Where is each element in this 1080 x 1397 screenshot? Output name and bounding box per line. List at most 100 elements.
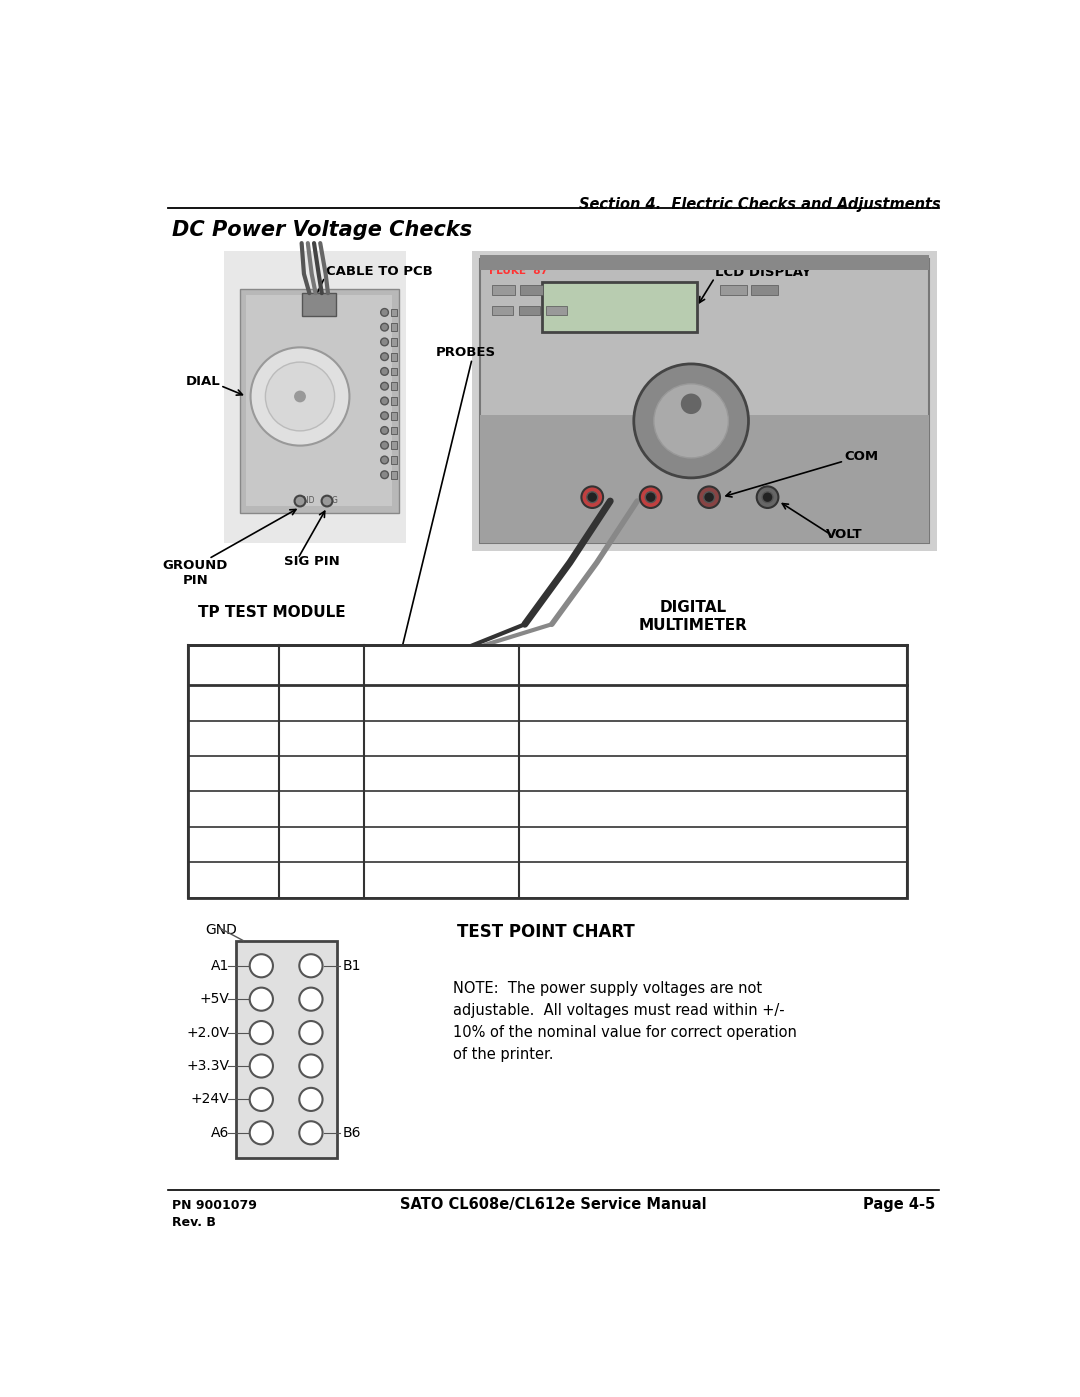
Text: LCD DISPLAY: LCD DISPLAY [715,265,811,279]
Text: Page 4-5: Page 4-5 [863,1197,935,1213]
Circle shape [322,496,333,507]
Circle shape [380,338,389,346]
Text: +2.0V: +2.0V [299,802,345,817]
Bar [480,254,930,270]
Circle shape [294,391,306,402]
Text: CHA4 (+2.0V) - CHA1 (GND): CHA4 (+2.0V) - CHA1 (GND) [610,802,816,817]
Circle shape [380,353,389,360]
Text: SIG: SIG [325,496,338,504]
Circle shape [680,394,702,414]
Text: NC: NC [311,731,333,746]
Text: 2: 2 [229,837,238,852]
Circle shape [634,363,748,478]
Text: TP TEST MODULE: TP TEST MODULE [639,658,787,672]
Text: SIG PIN: SIG PIN [284,555,339,569]
Text: VOLTAGE RANGE: VOLTAGE RANGE [372,658,512,672]
Circle shape [266,362,335,430]
Circle shape [757,486,779,509]
Text: VOLT: VOLT [826,528,863,542]
Circle shape [586,492,597,503]
Circle shape [299,1055,323,1077]
Circle shape [299,1088,323,1111]
Text: +3.3V: +3.3V [187,1059,230,1073]
Circle shape [249,1021,273,1044]
Bar [542,282,697,331]
Text: DISC: DISC [301,658,342,672]
Bar [480,258,930,543]
Text: +1.90 to +2.1V: +1.90 to +2.1V [384,802,499,817]
Text: B6: B6 [342,1126,361,1140]
Text: GND: GND [298,496,315,504]
Circle shape [249,1122,273,1144]
Bar [521,285,543,295]
Text: Dial POS: Dial POS [197,658,270,672]
Text: +5V: +5V [200,992,230,1006]
Circle shape [380,426,389,434]
Circle shape [299,1021,323,1044]
Text: PN 9001079
Rev. B: PN 9001079 Rev. B [172,1200,257,1229]
Circle shape [380,471,389,479]
Bar [391,338,397,346]
Text: 0: 0 [229,766,238,781]
Bar [391,457,397,464]
Bar [480,415,930,543]
Bar [472,251,937,550]
Text: COM: COM [845,450,878,462]
Text: +3.3V: +3.3V [299,837,345,852]
Text: +23.5V to +24.5V: +23.5V to +24.5V [375,872,509,887]
Text: A1: A1 [212,958,230,972]
Bar [391,397,397,405]
Bar [491,306,513,316]
Bar [391,383,397,390]
Bar [188,645,907,898]
Bar [391,441,397,448]
Circle shape [249,1088,273,1111]
Circle shape [299,988,323,1011]
Bar [246,295,392,507]
Text: +4.8 to +5.2V: +4.8 to +5.2V [390,766,495,781]
Text: CHA5 (+3.3V) - CHA1 (GND): CHA5 (+3.3V) - CHA1 (GND) [610,837,816,852]
Text: CHA3 (+5V) - CHA1 (GND): CHA3 (+5V) - CHA1 (GND) [617,766,809,781]
Bar [301,293,336,316]
Bar [518,306,540,316]
Text: B1: B1 [342,958,361,972]
Text: 8.87: 8.87 [597,292,642,310]
Text: NOTE:  The power supply voltages are not
adjustable.  All voltages must read wit: NOTE: The power supply voltages are not … [453,981,797,1062]
Text: SATO CL608e/CL612e Service Manual: SATO CL608e/CL612e Service Manual [401,1197,706,1213]
Circle shape [380,383,389,390]
Text: 3: 3 [229,872,238,887]
Bar [391,323,397,331]
Text: DC Power Voltage Checks: DC Power Voltage Checks [172,219,472,240]
Circle shape [299,954,323,978]
Bar [491,285,515,295]
Text: +2.0V: +2.0V [187,1025,230,1039]
Text: PROBES: PROBES [435,346,496,359]
Text: GND: GND [205,923,237,937]
Text: Section 4.  Electric Checks and Adjustments: Section 4. Electric Checks and Adjustmen… [579,197,941,212]
Circle shape [380,323,389,331]
Circle shape [704,492,715,503]
Bar [391,412,397,419]
Circle shape [699,486,720,509]
Text: CABLE TO PCB: CABLE TO PCB [326,265,433,278]
Text: SG: SG [311,696,333,710]
Circle shape [645,492,657,503]
Bar [391,426,397,434]
Circle shape [299,1122,323,1144]
Bar [751,285,779,295]
Text: DIAL: DIAL [186,376,220,388]
Circle shape [581,486,603,509]
Bar [240,289,399,513]
Circle shape [380,457,389,464]
Text: DIGITAL
MULTIMETER: DIGITAL MULTIMETER [638,601,747,633]
Text: GROUND
PIN: GROUND PIN [163,559,228,587]
Text: +5V: +5V [306,766,337,781]
Bar [391,367,397,376]
Text: FLUKE  87: FLUKE 87 [489,267,548,277]
Bar [545,306,567,316]
Text: +24V: +24V [301,872,342,887]
Circle shape [380,397,389,405]
Circle shape [295,496,306,507]
Text: TEST POINT CHART: TEST POINT CHART [457,923,634,942]
Bar [225,251,406,543]
